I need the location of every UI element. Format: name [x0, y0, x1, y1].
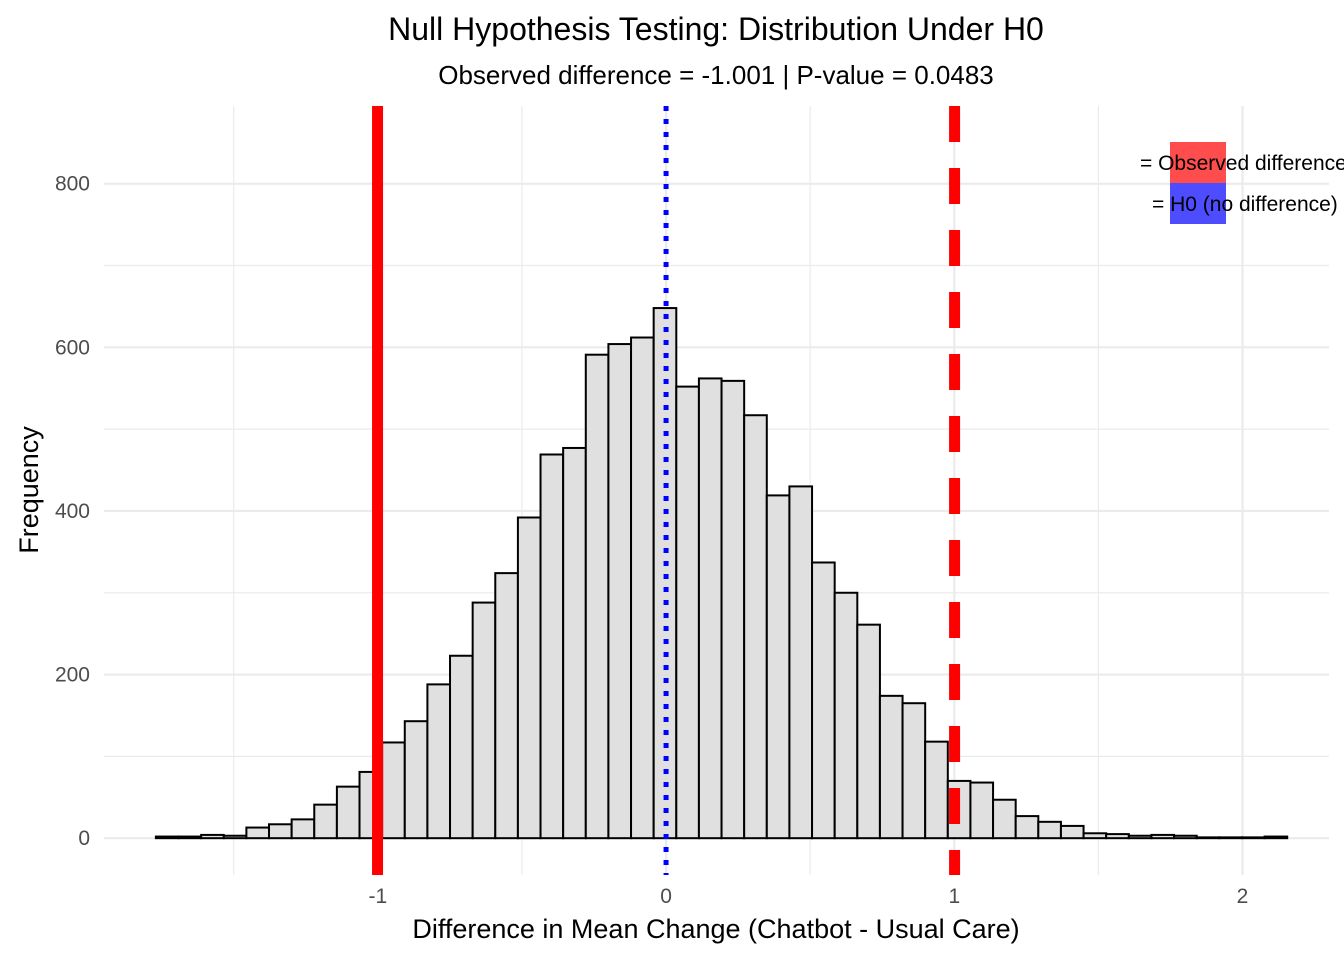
- histogram-bar: [811, 561, 836, 840]
- histogram-bar: [1127, 834, 1153, 840]
- x-tick-label: -1: [368, 885, 387, 908]
- histogram-bar: [449, 654, 474, 840]
- y-tick-label: 400: [55, 500, 90, 523]
- bars-layer: [154, 307, 1289, 840]
- histogram-bar: [765, 494, 791, 840]
- histogram-bar: [494, 572, 519, 840]
- histogram-bar: [516, 516, 542, 840]
- y-tick-label: 0: [78, 827, 90, 850]
- histogram-bar: [878, 694, 904, 840]
- histogram-bar: [833, 591, 859, 840]
- histogram-bar: [584, 353, 610, 840]
- histogram-bar: [290, 818, 316, 840]
- histogram-bar: [1059, 824, 1085, 840]
- legend: = Observed difference = H0 (no difference…: [1140, 142, 1344, 224]
- histogram-bar: [901, 702, 927, 840]
- histogram-bar: [1037, 820, 1062, 840]
- histogram-bar: [562, 446, 587, 840]
- legend-label: = Observed difference: [1140, 152, 1344, 175]
- histogram-bar: [381, 741, 406, 840]
- histogram-bar: [222, 834, 248, 840]
- histogram-bar: [268, 823, 293, 840]
- x-tick-label: 1: [948, 885, 960, 908]
- reference-lines-layer: [372, 106, 961, 875]
- histogram-bar: [720, 379, 746, 840]
- histogram-bar: [697, 377, 723, 840]
- histogram-bar: [607, 343, 633, 840]
- histogram-bar: [1195, 836, 1221, 840]
- histogram-bar: [788, 485, 814, 840]
- histogram-bar: [154, 835, 180, 840]
- histogram-bar: [992, 798, 1017, 840]
- histogram-bar: [630, 336, 655, 840]
- y-tick-label: 800: [55, 173, 90, 196]
- histogram-bar: [1014, 815, 1040, 840]
- legend-swatch: [1170, 183, 1226, 224]
- histogram-bar: [335, 785, 361, 840]
- histogram-bar: [200, 833, 225, 840]
- y-tick-label: 200: [55, 664, 90, 687]
- histogram-bar: [1218, 836, 1243, 840]
- histogram-bar: [1173, 834, 1198, 840]
- legend-swatch: [1170, 142, 1226, 183]
- histogram-bar: [177, 835, 203, 840]
- y-axis-title: Frequency: [14, 426, 44, 554]
- histogram-bar: [856, 623, 881, 840]
- histogram-bar: [539, 453, 565, 840]
- tick-labels-layer: -1 0 1 2 0 200 400 600 800: [55, 173, 1248, 908]
- histogram-bar: [675, 385, 700, 840]
- chart-subtitle: Observed difference = -1.001 | P-value =…: [438, 60, 994, 90]
- legend-label: = H0 (no difference): [1152, 193, 1338, 216]
- histogram-bar: [1105, 833, 1130, 840]
- histogram-bar: [313, 803, 338, 840]
- chart-title: Null Hypothesis Testing: Distribution Un…: [388, 11, 1044, 47]
- histogram-bar: [924, 740, 949, 840]
- histogram-bar: [1263, 835, 1289, 840]
- histogram-bar: [1150, 833, 1176, 840]
- histogram-bar: [1240, 836, 1266, 840]
- histogram-bar: [969, 781, 995, 840]
- histogram-bar: [403, 720, 429, 840]
- y-tick-label: 600: [55, 336, 90, 359]
- histogram-bar: [743, 414, 768, 840]
- x-tick-label: 2: [1237, 885, 1249, 908]
- histogram-bar: [1082, 832, 1108, 840]
- histogram-bar: [471, 601, 497, 840]
- x-axis-title: Difference in Mean Change (Chatbot - Usu…: [412, 914, 1019, 944]
- histogram-bar: [426, 683, 452, 840]
- histogram-bar: [245, 826, 271, 840]
- x-tick-label: 0: [660, 885, 672, 908]
